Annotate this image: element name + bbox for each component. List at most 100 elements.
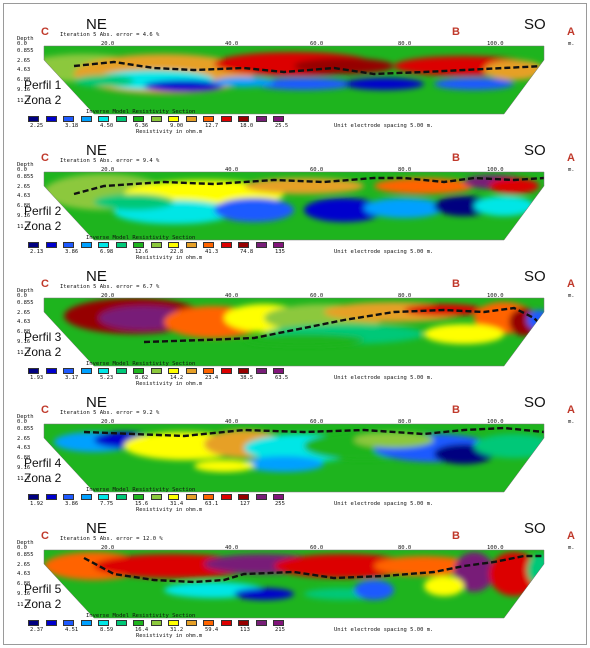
depth-tick-label: 6.88 (17, 329, 31, 335)
interface-dashed-line (143, 306, 544, 344)
label-b: B (452, 152, 460, 164)
resistivity-zone (489, 178, 539, 194)
legend-swatch (168, 620, 179, 626)
electrode-spacing-text: Unit electrode spacing 5.00 m. (334, 501, 434, 507)
legend-swatch (203, 116, 214, 122)
resistivity-zone (374, 556, 474, 576)
x-tick-label: 0.0 (17, 41, 27, 47)
label-c: C (41, 26, 49, 38)
label-a: A (567, 530, 575, 542)
x-tick-label: 80.0 (398, 41, 412, 47)
electrode-spacing-text: Unit electrode spacing 5.00 m. (334, 375, 434, 381)
legend-swatch (273, 620, 284, 626)
legend-swatch (255, 368, 267, 374)
legend-swatch (185, 368, 197, 374)
x-tick-label: 80.0 (398, 167, 412, 173)
legend-swatch (168, 242, 179, 248)
legend-value: 63.1 (205, 501, 219, 507)
legend-swatch (220, 368, 232, 374)
x-tick-label: 0.0 (17, 293, 27, 299)
resistivity-zone (424, 576, 464, 596)
depth-label: Depth (17, 162, 34, 168)
legend-swatch (115, 242, 127, 248)
interface-dashed-line (83, 554, 544, 584)
x-tick-label: 60.0 (310, 167, 324, 173)
x-tick-label: 100.0 (487, 167, 504, 173)
label-ne: NE (86, 142, 107, 159)
legend-value: 4.51 (65, 627, 79, 633)
legend-swatch (150, 242, 162, 248)
x-tick-label: 100.0 (487, 545, 504, 551)
depth-tick-label: 9.16 (17, 213, 31, 219)
depth-tick-label: 0.855 (17, 300, 34, 306)
legend-swatch (28, 242, 39, 248)
legend-value: 9.00 (170, 123, 184, 129)
depth-tick-label: 6.88 (17, 581, 31, 587)
legend-value: 3.86 (65, 501, 79, 507)
legend-value: 31.4 (170, 501, 184, 507)
legend-value: 3.17 (65, 375, 79, 381)
resistivity-zone (294, 58, 394, 74)
label-so: SO (524, 520, 546, 537)
legend-swatch (45, 116, 57, 122)
legend-value: 16.4 (135, 627, 149, 633)
profile-panel-1: C NE B SO A Depth Iteration 5 Abs. error = 4.6… (4, 10, 588, 136)
legend-swatch (45, 620, 57, 626)
resistivity-zone (484, 60, 544, 80)
resistivity-zone (454, 552, 494, 592)
section-outline (43, 45, 545, 115)
label-so: SO (524, 142, 546, 159)
electrode-spacing-text: Unit electrode spacing 5.00 m. (334, 627, 434, 633)
depth-tick-label: 11.7 (17, 224, 31, 230)
legend-swatch (133, 620, 144, 626)
legend-swatch (220, 242, 232, 248)
profile-panel-3: C NE B SO A Depth Iteration 5 Abs. error = 6.7… (4, 262, 588, 388)
section-outline (43, 297, 545, 367)
resistivity-label: Resistivity in ohm.m (136, 507, 203, 513)
legend-swatch (45, 368, 57, 374)
legend-value: 135 (275, 249, 285, 255)
legend-value: 15.6 (135, 501, 149, 507)
resistivity-label: Resistivity in ohm.m (136, 255, 203, 261)
depth-tick-label: 6.88 (17, 77, 31, 83)
depth-tick-label: 9.16 (17, 591, 31, 597)
legend-value: 113 (240, 627, 250, 633)
resistivity-zone (424, 324, 504, 344)
zona-label: Zona 2 (24, 345, 62, 359)
resistivity-zone (344, 78, 424, 90)
legend-swatch (133, 494, 144, 500)
legend-value: 25.5 (275, 123, 289, 129)
x-tick-label: 100.0 (487, 419, 504, 425)
depth-tick-label: 0.855 (17, 552, 34, 558)
label-a: A (567, 278, 575, 290)
legend-value: 6.98 (100, 249, 114, 255)
label-b: B (452, 530, 460, 542)
legend-title: Inverse Model Resistivity Section (86, 235, 196, 241)
label-so: SO (524, 394, 546, 411)
resistivity-zone (74, 75, 134, 87)
interface-dashed-line (83, 426, 544, 438)
profile-panel-2: C NE B SO A Depth Iteration 5 Abs. error = 9.4… (4, 136, 588, 262)
legend-swatch (80, 116, 92, 122)
resistivity-label: Resistivity in ohm.m (136, 381, 203, 387)
resistivity-zone (94, 194, 174, 210)
legend-swatch (28, 620, 39, 626)
resistivity-figure: C NE B SO A Depth Iteration 5 Abs. error = 4.6… (3, 3, 587, 645)
legend-swatch (150, 620, 162, 626)
legend-swatch (133, 368, 144, 374)
x-tick-label: 20.0 (101, 419, 115, 425)
profile-panel-5: C NE B SO A Depth Iteration 5 Abs. error = 12.… (4, 514, 588, 640)
x-tick-label: 0.0 (17, 545, 27, 551)
legend-swatch (185, 116, 197, 122)
label-so: SO (524, 16, 546, 33)
legend-value: 14.2 (170, 375, 184, 381)
legend-swatch (238, 494, 249, 500)
iteration-text: Iteration 5 Abs. error = 4.6 % (60, 32, 160, 38)
depth-tick-label: 2.65 (17, 562, 31, 568)
section-outline (43, 171, 545, 241)
legend-swatch (115, 116, 127, 122)
label-b: B (452, 26, 460, 38)
resistivity-zone (194, 460, 254, 472)
legend-swatch (28, 116, 39, 122)
legend-swatch (98, 620, 109, 626)
